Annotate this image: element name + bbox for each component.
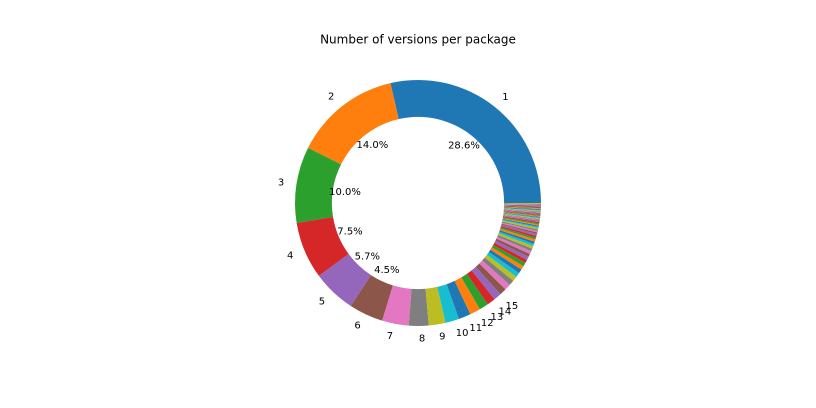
- wedge: [498, 231, 534, 247]
- wedge: [503, 214, 540, 220]
- wedge-label: 8: [419, 333, 425, 344]
- wedge: [503, 212, 541, 217]
- wedge: [308, 83, 399, 165]
- wedge: [490, 247, 524, 270]
- wedge: [503, 210, 541, 214]
- wedge: [503, 208, 541, 212]
- wedge: [494, 240, 529, 260]
- wedge: [486, 252, 520, 277]
- wedge: [499, 228, 536, 242]
- wedge: [503, 213, 541, 219]
- value-label: 4.5%: [374, 265, 399, 276]
- wedge: [503, 211, 541, 217]
- wedge: [484, 254, 517, 281]
- wedge: [390, 80, 541, 203]
- wedge-label: 3: [278, 178, 284, 189]
- wedge: [425, 286, 446, 326]
- wedge: [502, 218, 540, 226]
- wedge-label: 1: [502, 92, 508, 103]
- wedge: [501, 222, 538, 233]
- wedge: [503, 206, 541, 210]
- wedge-label: 6: [354, 321, 360, 332]
- wedge: [454, 277, 480, 315]
- wedge-label: 14: [499, 307, 512, 318]
- wedge: [479, 260, 510, 290]
- wedge: [504, 203, 541, 205]
- wedge: [350, 275, 393, 321]
- wedge: [503, 212, 541, 218]
- wedge-label: 5: [319, 296, 325, 307]
- wedge: [502, 219, 539, 228]
- wedge: [503, 208, 541, 213]
- value-label: 10.0%: [329, 187, 361, 198]
- wedge: [461, 273, 488, 310]
- wedge: [318, 254, 371, 307]
- wedge: [295, 147, 342, 224]
- wedge: [488, 249, 522, 274]
- value-label: 5.7%: [355, 252, 380, 263]
- wedge: [493, 242, 528, 263]
- wedge: [496, 236, 532, 254]
- wedge: [437, 284, 459, 323]
- wedge: [502, 220, 539, 230]
- wedge: [471, 266, 501, 300]
- wedge-label: 11: [469, 323, 482, 334]
- wedge: [501, 221, 539, 231]
- wedge: [296, 217, 349, 276]
- wedge: [497, 233, 534, 249]
- wedge-label: 15: [506, 301, 519, 312]
- wedge: [500, 224, 538, 236]
- wedge-label: 10: [456, 328, 469, 339]
- value-label: 28.6%: [448, 140, 480, 151]
- wedge: [491, 244, 526, 267]
- wedge: [504, 205, 541, 208]
- value-label: 7.5%: [337, 227, 362, 238]
- wedge: [503, 215, 540, 223]
- wedge: [495, 238, 530, 257]
- wedge-label: 7: [387, 331, 393, 342]
- wedge: [408, 288, 429, 327]
- wedge: [504, 203, 541, 204]
- wedge: [502, 218, 539, 227]
- wedge: [501, 223, 538, 234]
- wedge: [499, 230, 535, 244]
- wedge: [382, 285, 412, 326]
- wedge: [504, 205, 541, 207]
- wedge-label: 2: [328, 92, 334, 103]
- wedge-label: 4: [287, 251, 293, 262]
- wedge: [503, 207, 541, 210]
- wedge: [503, 211, 541, 216]
- wedge-label: 12: [481, 318, 494, 329]
- wedge: [503, 210, 541, 215]
- wedge: [504, 206, 541, 209]
- wedge: [502, 216, 540, 224]
- wedge: [504, 204, 541, 206]
- wedge: [497, 234, 533, 252]
- wedge: [503, 214, 540, 221]
- wedge: [446, 280, 471, 319]
- wedge: [503, 209, 541, 214]
- wedge: [482, 257, 514, 285]
- wedge: [466, 270, 495, 305]
- wedge: [500, 227, 537, 240]
- wedge-label: 13: [490, 312, 503, 323]
- wedge: [502, 217, 540, 225]
- wedge: [504, 204, 541, 207]
- wedge: [503, 207, 541, 211]
- wedge: [503, 213, 541, 220]
- chart-title: Number of versions per package: [320, 33, 516, 47]
- wedge: [500, 225, 537, 238]
- wedge: [503, 215, 540, 222]
- wedge: [475, 263, 506, 295]
- wedge-label: 9: [439, 332, 445, 343]
- value-label: 14.0%: [357, 140, 389, 151]
